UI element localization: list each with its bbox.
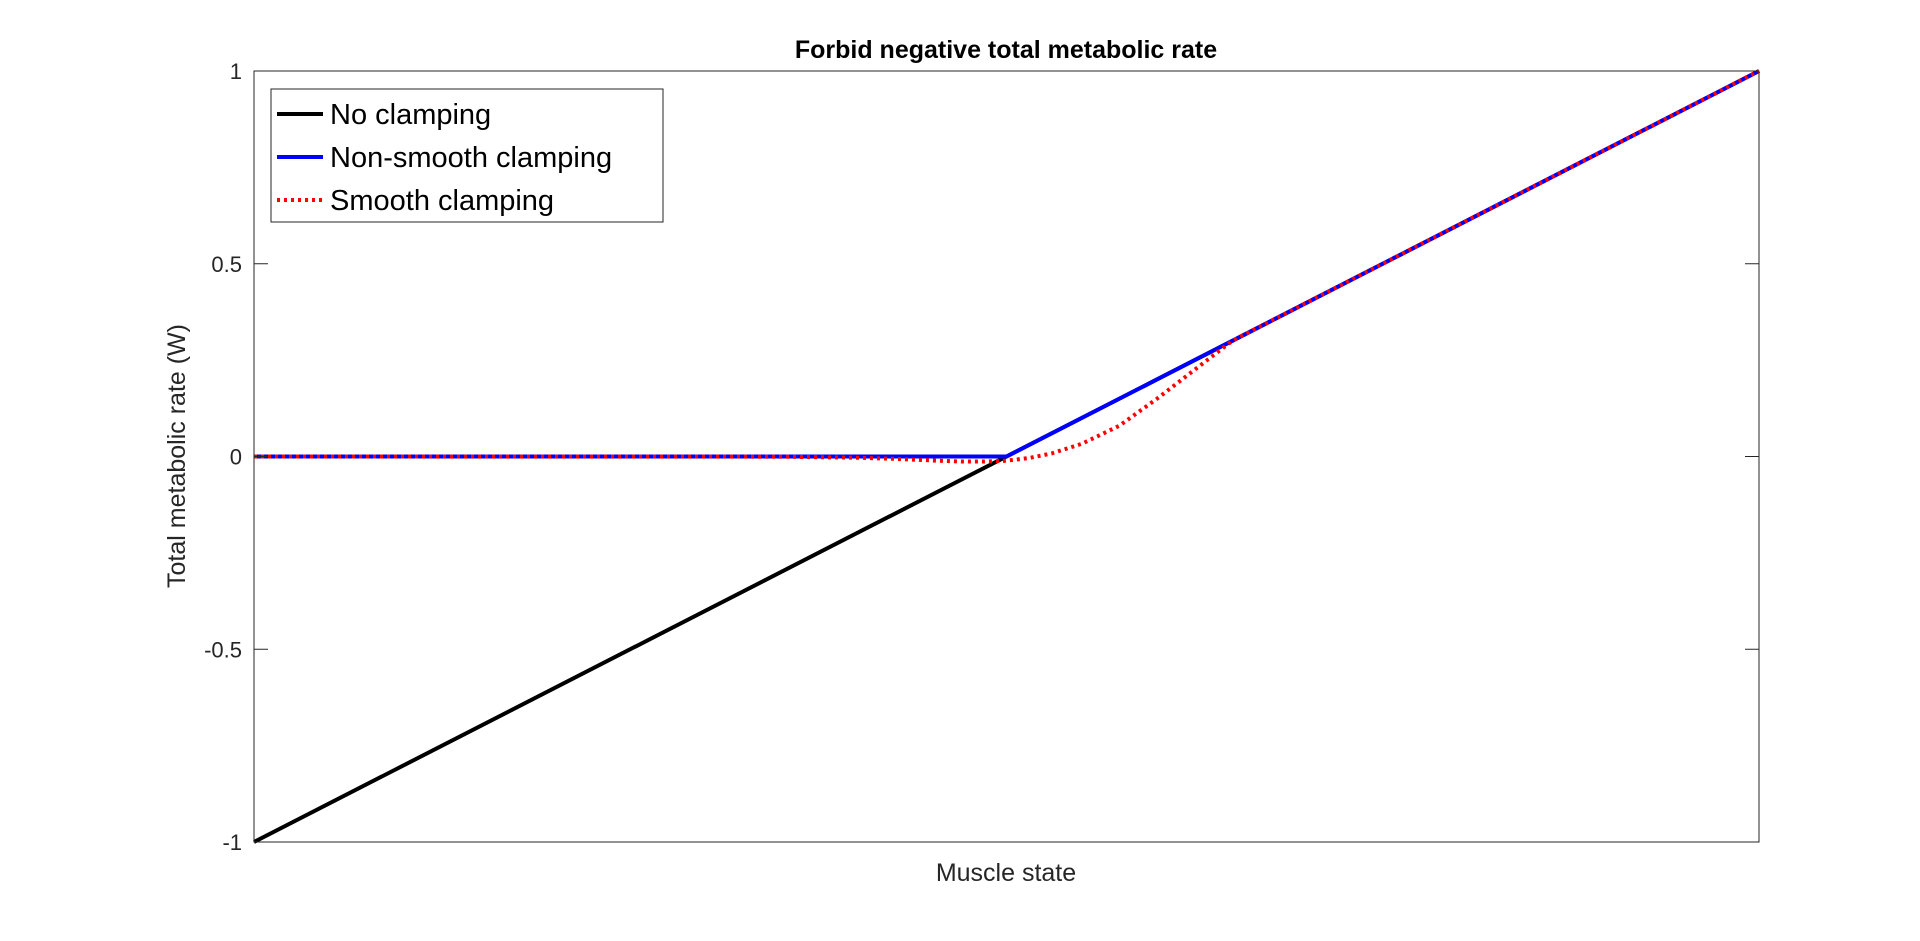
y-tick-label-1: -0.5: [204, 637, 242, 662]
legend-box: [270, 88, 664, 223]
series-line-non-smooth-clamping: [254, 69, 1760, 459]
legend-label-smooth-clamping: Smooth clamping: [330, 185, 554, 217]
y-tick-label-2: 0: [230, 445, 242, 470]
y-tick-label-3: 0.5: [211, 252, 242, 277]
y-tick-label-0: -1: [222, 830, 242, 855]
y-tick-label-4: 1: [230, 59, 242, 84]
legend-label-no-clamping: No clamping: [330, 99, 491, 131]
x-axis-label: Muscle state: [936, 859, 1076, 887]
y-axis-label: Total metabolic rate (W): [163, 324, 191, 588]
legend-label-non-smooth-clamping: Non-smooth clamping: [330, 142, 612, 174]
series-layer: [253, 69, 1760, 844]
legend: No clamping Non-smooth clamping Smooth cla…: [270, 88, 664, 223]
chart-title: Forbid negative total metabolic rate: [795, 36, 1217, 64]
y-ticks: -1 -0.5 0 0.5 1: [204, 59, 1759, 855]
